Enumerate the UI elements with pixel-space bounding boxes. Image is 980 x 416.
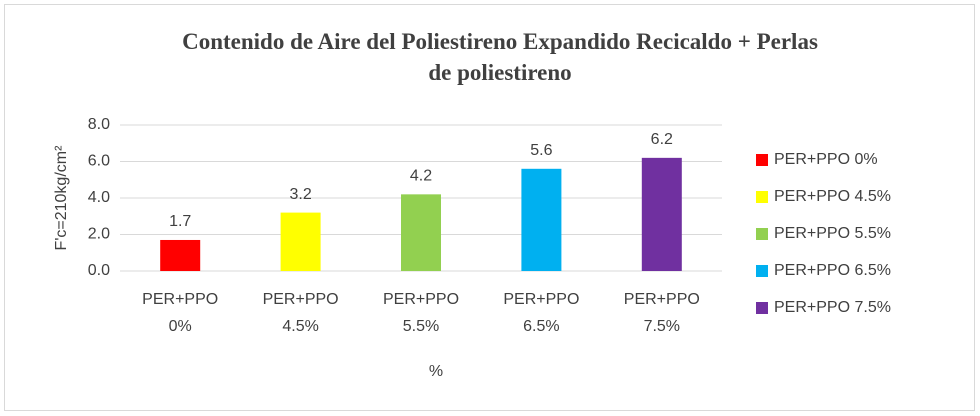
bar bbox=[641, 157, 682, 271]
chart-frame bbox=[4, 4, 975, 411]
data-label: 3.2 bbox=[289, 186, 311, 203]
data-label: 4.2 bbox=[410, 168, 432, 185]
legend-label: PER+PPO 0% bbox=[774, 151, 878, 168]
legend-swatch bbox=[756, 265, 768, 277]
legend-label: PER+PPO 4.5% bbox=[774, 188, 891, 205]
bar bbox=[521, 168, 562, 271]
data-label: 1.7 bbox=[169, 213, 191, 230]
x-tick-label: PER+PPO 0% bbox=[142, 291, 218, 335]
y-tick-label: 4.0 bbox=[88, 189, 110, 206]
legend-label: PER+PPO 5.5% bbox=[774, 225, 891, 242]
y-tick-label: 8.0 bbox=[88, 116, 110, 133]
x-tick-label: PER+PPO 7.5% bbox=[624, 291, 700, 335]
legend-swatch bbox=[756, 191, 768, 203]
bar bbox=[160, 239, 201, 271]
legend-label: PER+PPO 6.5% bbox=[774, 262, 891, 279]
legend-swatch bbox=[756, 154, 768, 166]
y-tick-label: 6.0 bbox=[88, 153, 110, 170]
legend-swatch bbox=[756, 302, 768, 314]
y-axis-label: F'c=210kg/cm² bbox=[53, 145, 70, 251]
legend-swatch bbox=[756, 228, 768, 240]
bar bbox=[280, 212, 321, 271]
data-label: 6.2 bbox=[651, 131, 673, 148]
y-tick-label: 0.0 bbox=[88, 262, 110, 279]
bar bbox=[401, 194, 441, 271]
chart-title: Contenido de Aire del Poliestireno Expan… bbox=[182, 29, 818, 85]
data-label: 5.6 bbox=[530, 142, 552, 159]
x-tick-label: PER+PPO 5.5% bbox=[383, 291, 459, 335]
x-tick-label: PER+PPO 6.5% bbox=[503, 291, 579, 335]
x-axis-label: % bbox=[429, 363, 443, 380]
y-tick-label: 2.0 bbox=[88, 226, 110, 243]
x-tick-label: PER+PPO 4.5% bbox=[263, 291, 339, 335]
legend-label: PER+PPO 7.5% bbox=[774, 299, 891, 316]
